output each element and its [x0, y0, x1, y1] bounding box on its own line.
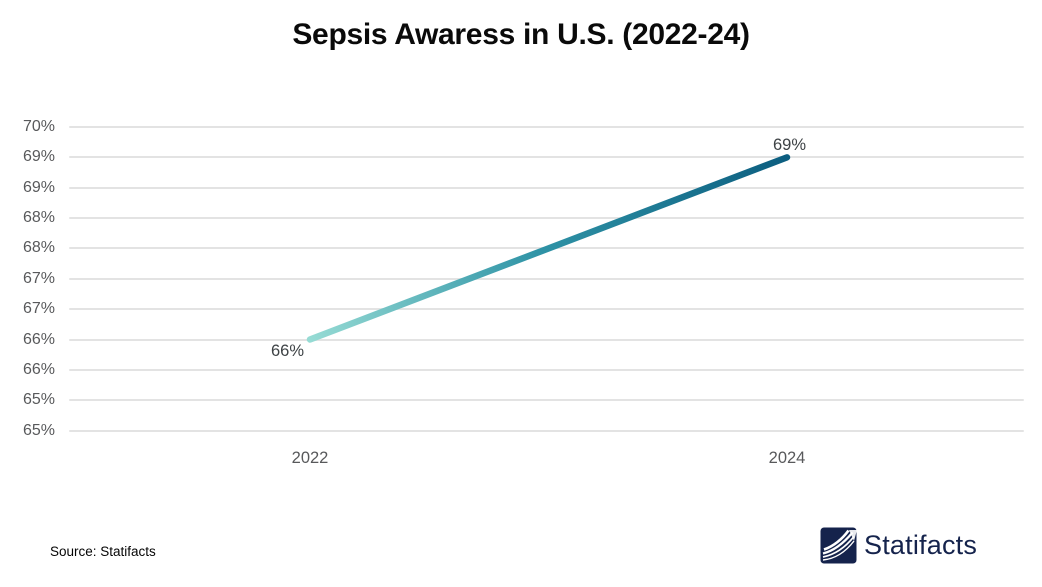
- gridline: [69, 247, 1024, 250]
- y-tick-label: 68%: [22, 239, 55, 257]
- y-tick-label: 66%: [22, 360, 55, 378]
- chart-title: Sepsis Awaress in U.S. (2022-24): [292, 18, 750, 51]
- data-point-label: 66%: [270, 341, 304, 360]
- x-tick-label: 2022: [291, 449, 329, 467]
- gridline: [69, 399, 1024, 402]
- statifacts-wave-logo-icon: [820, 527, 857, 564]
- y-tick-label: 67%: [22, 300, 55, 318]
- y-tick-label: 69%: [22, 148, 55, 166]
- y-tick-label: 65%: [22, 391, 55, 409]
- brand-logo: Statifacts: [820, 527, 977, 564]
- y-tick-label: 67%: [22, 269, 55, 287]
- gridline: [69, 156, 1024, 159]
- gridline: [69, 126, 1024, 128]
- gridline: [69, 368, 1024, 371]
- brand-name: Statifacts: [864, 530, 978, 560]
- gridline: [69, 429, 1024, 432]
- gridline: [69, 277, 1024, 280]
- y-tick-label: 66%: [22, 330, 55, 348]
- source-note: Source: Statifacts: [50, 544, 156, 559]
- y-tick-label: 70%: [22, 118, 55, 135]
- data-point-label: 69%: [773, 136, 807, 155]
- x-tick-label: 2024: [768, 449, 806, 467]
- y-tick-label: 68%: [22, 209, 55, 227]
- gridline: [69, 338, 1024, 341]
- y-tick-label: 69%: [22, 178, 55, 196]
- gridline: [69, 186, 1024, 189]
- gridline: [69, 308, 1024, 311]
- y-tick-label: 65%: [22, 421, 55, 439]
- gridline: [69, 217, 1024, 220]
